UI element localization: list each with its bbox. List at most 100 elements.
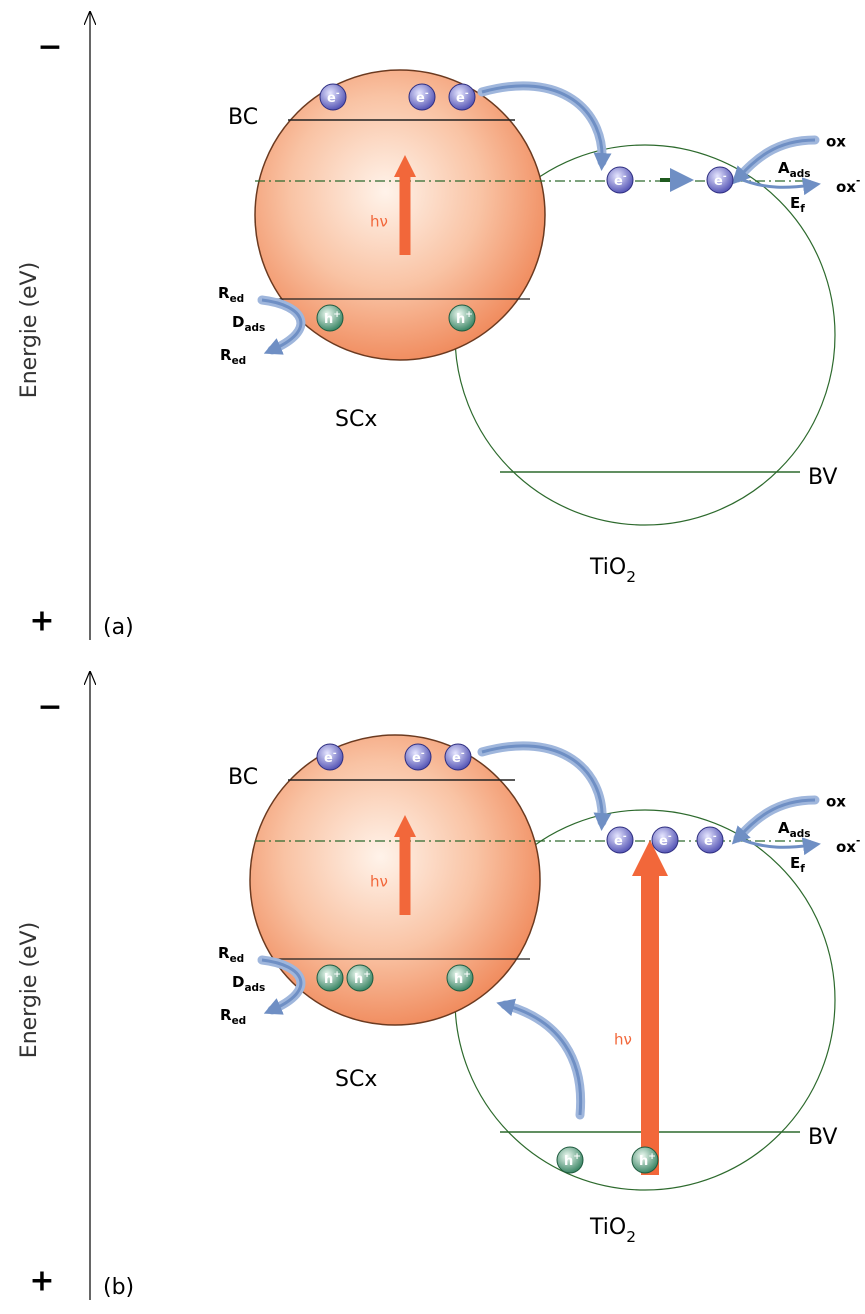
ox-minus-label: ox- — [836, 175, 860, 196]
ef-label: Ef — [790, 194, 805, 216]
particle-label-sup: + — [573, 1152, 581, 1162]
ox-minus-label-base: ox — [836, 838, 856, 856]
red-label-sub: ed — [230, 953, 245, 965]
hole: h+ — [449, 305, 475, 331]
ox-minus-label: ox- — [836, 835, 860, 856]
particle-label-base: e — [714, 174, 723, 189]
panel: −+(a)Energie (eV)BVTiO2BCSCxhνe-e-e-e-e-… — [17, 12, 860, 640]
red-label: Red — [220, 346, 246, 368]
particle-label-base: e — [614, 834, 623, 849]
ox-minus-label-base: ox — [836, 178, 856, 196]
particle-label-sup: + — [363, 970, 371, 980]
axis-plus: + — [29, 604, 54, 639]
particle-label-base: e — [659, 834, 668, 849]
bc-label: BC — [228, 105, 258, 130]
particle-label-sup: - — [421, 749, 425, 759]
particle-label-sup: - — [465, 89, 469, 99]
panel-tag: (b) — [103, 1275, 134, 1300]
ef-label-sub: f — [800, 863, 805, 875]
bv-label: BV — [808, 1125, 837, 1150]
tio2-label: TiO2 — [589, 1215, 636, 1246]
particle-label-sup: - — [461, 749, 465, 759]
particle-label-sup: - — [425, 89, 429, 99]
particle-label-base: e — [452, 751, 461, 766]
ox-label: ox — [826, 133, 846, 151]
dads-label: Dads — [232, 313, 265, 335]
bc-label: BC — [228, 765, 258, 790]
hv-label: hν — [614, 1031, 632, 1049]
tio2-label-base: TiO — [589, 1215, 626, 1240]
aads-label-base: A — [778, 159, 790, 177]
electron: e- — [652, 827, 678, 853]
electron: e- — [409, 84, 435, 110]
dads-label-base: D — [232, 313, 244, 331]
tio2-label-sub: 2 — [626, 1228, 636, 1246]
particle-label-base: e — [412, 751, 421, 766]
particle-label-base: h — [564, 1154, 573, 1169]
bv-label: BV — [808, 465, 837, 490]
ef-label-base: E — [790, 194, 800, 212]
electron: e- — [445, 744, 471, 770]
particle-label-sup: + — [333, 970, 341, 980]
tio2-label: TiO2 — [589, 555, 636, 586]
electron: e- — [405, 744, 431, 770]
panel: −+(b)Energie (eV)BVTiO2BCSCxhνhνe-e-e-e-… — [17, 672, 860, 1300]
particle-label-base: e — [327, 91, 336, 106]
axis-plus: + — [29, 1264, 54, 1299]
particle-label-base: h — [639, 1154, 648, 1169]
dads-label-base: D — [232, 973, 244, 991]
hv-label: hν — [370, 873, 388, 891]
particle-label-sup: - — [623, 172, 627, 182]
red-label: Red — [218, 284, 244, 306]
particle-label-sup: - — [723, 172, 727, 182]
particle-label-base: e — [324, 751, 333, 766]
excitation-arrow — [632, 840, 668, 1175]
hole: h+ — [317, 305, 343, 331]
electron: e- — [707, 167, 733, 193]
red-label-sub: ed — [230, 293, 245, 305]
particle-label-sup: + — [648, 1152, 656, 1162]
aads-label-sub: ads — [790, 168, 811, 180]
particle-label-sup: + — [463, 970, 471, 980]
diagram: −+(a)Energie (eV)BVTiO2BCSCxhνe-e-e-e-e-… — [0, 0, 865, 1310]
electron: e- — [697, 827, 723, 853]
red-label-base: R — [218, 944, 230, 962]
aads-label: Aads — [778, 819, 810, 841]
electron: e- — [317, 744, 343, 770]
particle-label-base: e — [416, 91, 425, 106]
hv-label: hν — [370, 213, 388, 231]
sc-label: SCx — [335, 1067, 377, 1092]
ef-label-sub: f — [800, 203, 805, 215]
electron: e- — [449, 84, 475, 110]
axis-label: Energie (eV) — [17, 262, 42, 398]
hole: h+ — [557, 1147, 583, 1173]
hole: h+ — [347, 965, 373, 991]
aads-label-sub: ads — [790, 828, 811, 840]
aads-label: Aads — [778, 159, 810, 181]
particle-label-sup: - — [333, 749, 337, 759]
ef-label: Ef — [790, 854, 805, 876]
aads-label-base: A — [778, 819, 790, 837]
particle-label-base: e — [456, 91, 465, 106]
ox-minus-label-sup: - — [856, 175, 860, 187]
electron: e- — [320, 84, 346, 110]
hole: h+ — [447, 965, 473, 991]
particle-label-sup: + — [465, 310, 473, 320]
red-label: Red — [218, 944, 244, 966]
red-label-sub: ed — [232, 355, 247, 367]
axis-label: Energie (eV) — [17, 922, 42, 1058]
particle-label-sup: - — [713, 832, 717, 842]
sc-label: SCx — [335, 407, 377, 432]
particle-label-sup: - — [668, 832, 672, 842]
red-label-base: R — [220, 346, 232, 364]
tio2-label-sub: 2 — [626, 568, 636, 586]
dads-label-sub: ads — [244, 982, 265, 994]
red-label-sub: ed — [232, 1015, 247, 1027]
particle-label-base: e — [704, 834, 713, 849]
particle-label-sup: - — [623, 832, 627, 842]
red-label: Red — [220, 1006, 246, 1028]
ef-label-base: E — [790, 854, 800, 872]
axis-minus: − — [37, 690, 62, 725]
dads-label: Dads — [232, 973, 265, 995]
transfer-arrow — [262, 300, 301, 350]
